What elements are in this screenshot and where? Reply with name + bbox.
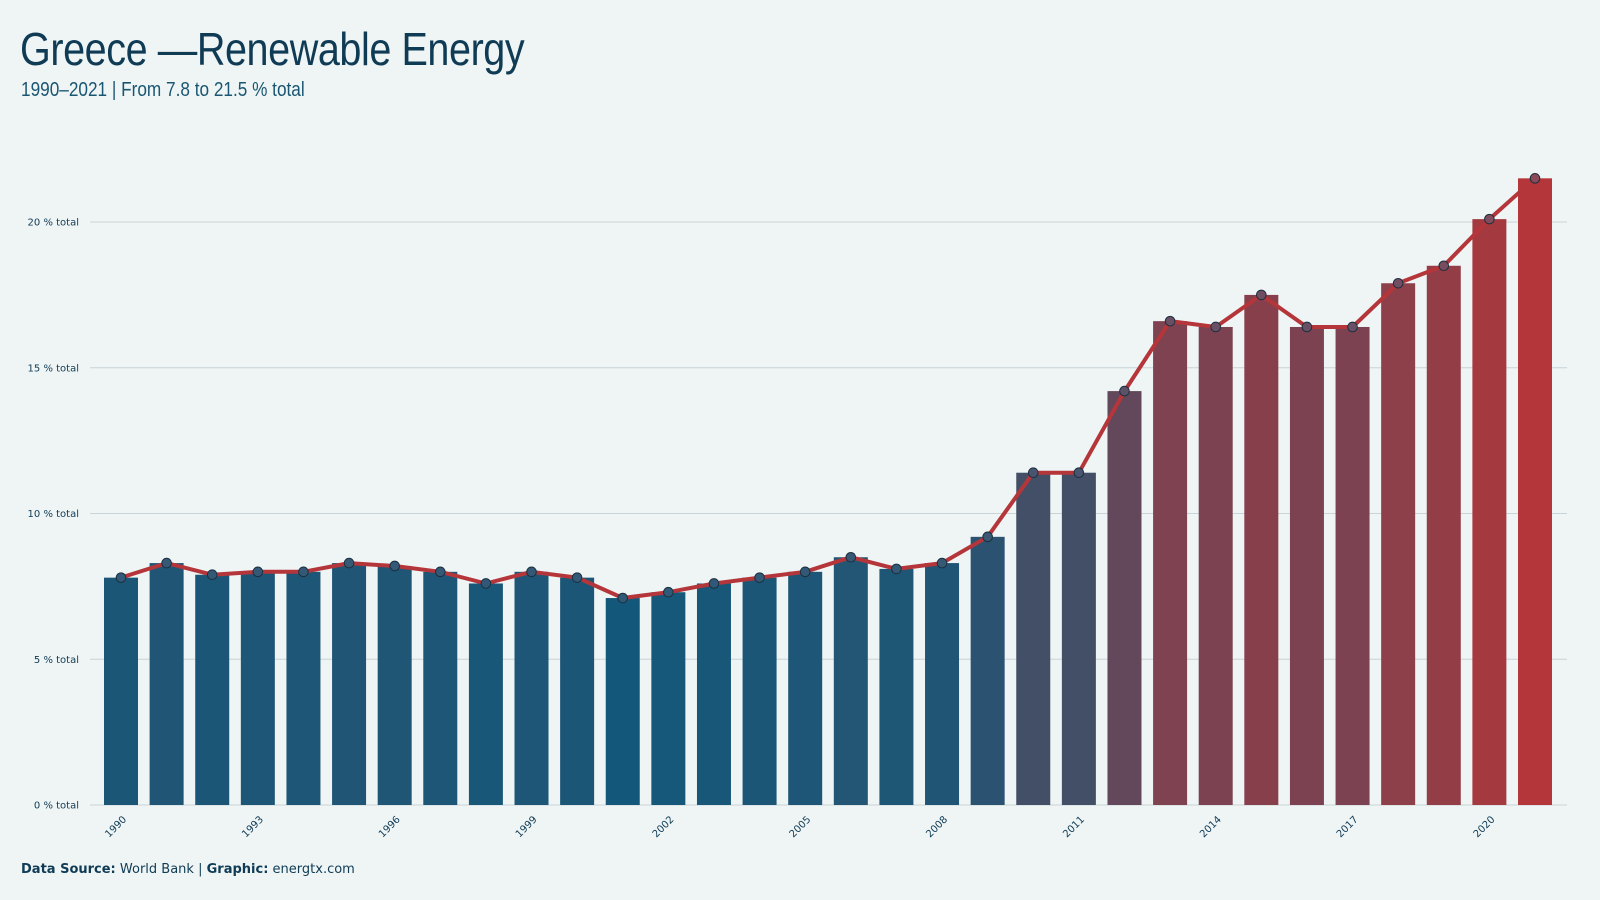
bar	[1518, 178, 1552, 806]
data-point	[1164, 315, 1176, 327]
x-tick-label: 2005	[788, 814, 814, 840]
x-tick-label: 1996	[377, 814, 403, 840]
bar	[423, 571, 458, 805]
x-tick-label: 2020	[1472, 814, 1498, 840]
data-point	[1438, 260, 1450, 272]
data-point	[115, 572, 127, 583]
data-point	[1073, 467, 1085, 479]
chart-caption: Data Source: World Bank | Graphic: energ…	[21, 862, 355, 877]
data-point	[845, 551, 857, 563]
data-point	[206, 569, 218, 581]
y-tick-label: 20 % total	[28, 218, 79, 229]
bar	[1016, 472, 1051, 805]
bar	[925, 563, 960, 805]
bar	[1381, 283, 1416, 806]
bar	[149, 563, 184, 805]
data-point	[1027, 467, 1039, 479]
x-tick-label: 1990	[103, 814, 129, 840]
data-point	[298, 566, 309, 578]
data-point	[1392, 277, 1404, 289]
data-point	[663, 586, 674, 598]
source-value: World Bank	[119, 862, 194, 877]
bar	[1289, 326, 1324, 805]
bar	[651, 592, 686, 805]
bar	[332, 563, 367, 805]
data-point	[1484, 213, 1495, 225]
bar	[1244, 294, 1279, 805]
bar	[195, 574, 230, 805]
bar	[1426, 265, 1461, 805]
bar	[104, 577, 138, 805]
y-tick-label: 5 % total	[34, 655, 79, 666]
bar	[970, 536, 1005, 805]
data-point	[571, 572, 583, 583]
bar	[377, 565, 412, 805]
bar	[696, 583, 731, 805]
bar	[560, 577, 595, 805]
graphic-value: energtx.com	[272, 862, 355, 877]
data-point	[617, 592, 629, 604]
data-point	[936, 557, 948, 569]
bar	[1198, 326, 1233, 805]
data-point	[1529, 173, 1541, 184]
chart-title: Greece —Renewable Energy	[20, 23, 525, 75]
bar	[1472, 219, 1507, 806]
bar	[788, 571, 823, 805]
x-tick-label: 2014	[1198, 814, 1224, 840]
data-point	[708, 578, 720, 589]
bar	[240, 571, 275, 805]
bar	[605, 598, 640, 805]
data-point	[1119, 385, 1130, 397]
data-point	[1347, 321, 1358, 333]
y-tick-label: 10 % total	[28, 509, 79, 520]
bar	[742, 577, 777, 805]
x-tick-label: 1993	[240, 814, 266, 840]
y-tick-label: 15 % total	[28, 363, 79, 374]
x-tick-label: 1999	[514, 814, 540, 840]
x-tick-label: 2002	[651, 814, 677, 840]
bar	[879, 568, 914, 805]
data-point	[252, 566, 264, 578]
bar	[1153, 321, 1188, 805]
caption-separator: |	[198, 862, 203, 877]
data-point	[982, 531, 993, 543]
chart-subtitle: 1990–2021 | From 7.8 to 21.5 % total	[21, 79, 305, 101]
bar	[286, 571, 321, 805]
data-point	[754, 572, 765, 583]
bar	[514, 571, 549, 805]
bar	[1335, 326, 1370, 805]
data-point	[434, 566, 446, 578]
data-point	[526, 566, 537, 578]
data-point	[1301, 321, 1313, 333]
y-tick-label: 0 % total	[34, 801, 79, 812]
x-tick-label: 2017	[1335, 814, 1361, 840]
bar	[833, 557, 868, 805]
data-point	[343, 557, 355, 569]
bar	[468, 583, 503, 805]
data-point	[799, 566, 811, 578]
data-point	[161, 557, 172, 569]
data-point	[480, 578, 492, 589]
source-label: Data Source:	[21, 862, 116, 877]
trend-line	[119, 176, 1537, 600]
data-point	[389, 560, 400, 572]
data-point	[891, 563, 902, 575]
data-point	[1210, 321, 1222, 333]
bar	[1061, 472, 1096, 805]
x-tick-label: 2011	[1061, 814, 1087, 840]
bar	[1107, 391, 1142, 805]
graphic-label: Graphic:	[206, 862, 269, 877]
x-tick-label: 2008	[924, 814, 950, 840]
data-point	[1256, 289, 1267, 301]
